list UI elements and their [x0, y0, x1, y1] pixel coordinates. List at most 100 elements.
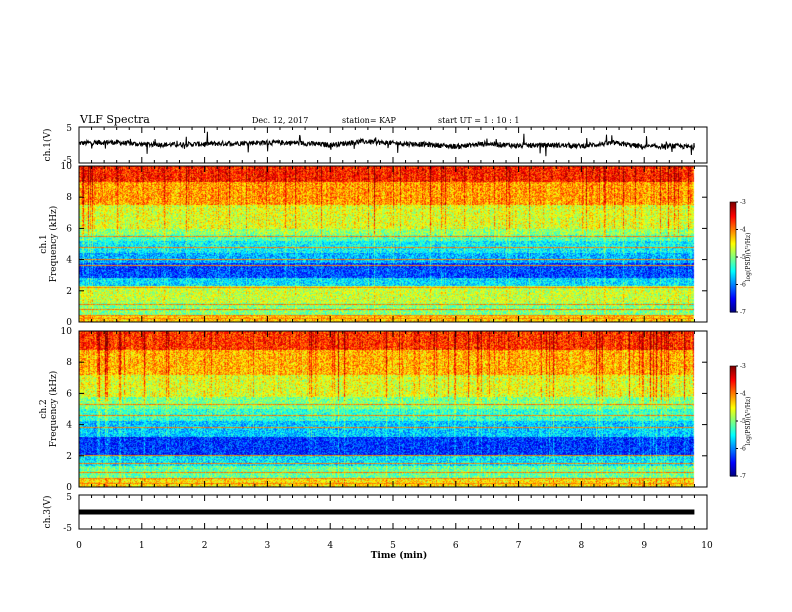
ch1-waveform-panel: 5 -5 ch.1(V): [42, 124, 708, 166]
colorbar-segment: [730, 439, 736, 441]
colorbar-segment: [730, 262, 736, 264]
figure-title: VLF Spectra: [79, 113, 150, 126]
ch3-ytick-top: 5: [66, 493, 72, 503]
colorbar-segment: [730, 271, 736, 273]
colorbar-segment: [730, 259, 736, 261]
ch2-spectrogram-ticks: [78, 331, 708, 487]
colorbar-tick-label: -7: [740, 473, 746, 480]
colorbar-segment: [730, 218, 736, 220]
colorbar-segment: [730, 230, 736, 232]
colorbar-segment: [730, 458, 736, 460]
colorbar-segment: [730, 383, 736, 385]
colorbar-segment: [730, 307, 736, 309]
colorbar-segment: [730, 232, 736, 234]
colorbar-segment: [730, 206, 736, 208]
colorbar-segment: [730, 205, 736, 207]
colorbar-segment: [730, 252, 736, 254]
colorbar-segment: [730, 298, 736, 300]
colorbar-segment: [730, 467, 736, 469]
colorbar-segment: [730, 308, 736, 310]
frequency-tick-label: 6: [66, 389, 72, 399]
colorbar-segment: [730, 208, 736, 210]
colorbar-segment: [730, 366, 736, 368]
colorbar-segment: [730, 461, 736, 463]
colorbar-segment: [730, 454, 736, 456]
colorbar-segment: [730, 250, 736, 252]
colorbar-segment: [730, 471, 736, 473]
colorbar-segment: [730, 419, 736, 421]
colorbar-segment: [730, 422, 736, 424]
colorbar-segment: [730, 452, 736, 454]
colorbar-segment: [730, 447, 736, 449]
colorbar-segment: [730, 415, 736, 417]
colorbar-segment: [730, 257, 736, 259]
colorbar-segment: [730, 428, 736, 430]
colorbar-segment: [730, 411, 736, 413]
colorbar-segment: [730, 237, 736, 239]
colorbar-segment: [730, 253, 736, 255]
ch2-colorbar: -3 -4 -5 -6 -7 log(PSD)(V²/Hz): [729, 363, 752, 480]
colorbar-segment: [730, 254, 736, 256]
colorbar-segment: [730, 434, 736, 436]
time-tick-label: 5: [390, 541, 396, 551]
colorbar-segment: [730, 406, 736, 408]
colorbar-segment: [730, 470, 736, 472]
colorbar-segment: [730, 378, 736, 380]
colorbar-segment: [730, 465, 736, 467]
colorbar-segment: [730, 421, 736, 423]
time-tick-label: 3: [265, 541, 271, 551]
frequency-tick-label: 4: [66, 421, 72, 431]
colorbar-segment: [730, 451, 736, 453]
ch2-spectrogram-ylabel-frequency: Frequency (kHz): [48, 371, 59, 448]
colorbar-segment: [730, 435, 736, 437]
colorbar-segment: [730, 256, 736, 258]
colorbar-segment: [730, 243, 736, 245]
colorbar-segment: [730, 267, 736, 269]
station-label: station= KAP: [342, 116, 397, 125]
time-axis-label: Time (min): [371, 550, 428, 561]
colorbar-segment: [730, 372, 736, 374]
colorbar-segment: [730, 265, 736, 267]
colorbar-segment: [730, 238, 736, 240]
colorbar-segment: [730, 463, 736, 465]
colorbar-segment: [730, 263, 736, 265]
colorbar-segment: [730, 244, 736, 246]
colorbar-segment: [730, 233, 736, 235]
colorbar-segment: [730, 283, 736, 285]
colorbar-segment: [730, 273, 736, 275]
ch2-spectrogram-image-holder: [79, 331, 707, 487]
colorbar-segment: [730, 275, 736, 277]
colorbar-segment: [730, 403, 736, 405]
frequency-tick-label: 6: [66, 224, 72, 234]
colorbar-segment: [730, 225, 736, 227]
colorbar-segment: [730, 466, 736, 468]
colorbar-segment: [730, 203, 736, 205]
colorbar-segment: [730, 221, 736, 223]
colorbar-segment: [730, 418, 736, 420]
colorbar-segment: [730, 400, 736, 402]
colorbar-segment: [730, 212, 736, 214]
colorbar-segment: [730, 217, 736, 219]
colorbar-segment: [730, 394, 736, 396]
colorbar-segment: [730, 377, 736, 379]
colorbar-segment: [730, 306, 736, 308]
colorbar-segment: [730, 404, 736, 406]
frequency-tick-label: 4: [66, 256, 72, 266]
colorbar-segment: [730, 469, 736, 471]
colorbar-segment: [730, 445, 736, 447]
colorbar-segment: [730, 387, 736, 389]
colorbar-segment: [730, 367, 736, 369]
colorbar-segment: [730, 420, 736, 422]
colorbar-segment: [730, 464, 736, 466]
colorbar-segment: [730, 426, 736, 428]
ch2-spectrogram-ylabel-channel: ch.2: [39, 399, 49, 418]
colorbar-segment: [730, 229, 736, 231]
time-tick-label: 6: [453, 541, 459, 551]
ch1-spectrogram-image-holder: [79, 166, 707, 322]
colorbar-segment: [730, 209, 736, 211]
ch2-spectrogram-panel: 0 2 4 6 8 10 ch.2 Frequency (kHz) -3 -4 -5 -6 -7 l…: [39, 327, 752, 493]
colorbar-segment: [730, 460, 736, 462]
ch1-waveform-ticks: [78, 127, 708, 163]
colorbar-segment: [730, 402, 736, 404]
